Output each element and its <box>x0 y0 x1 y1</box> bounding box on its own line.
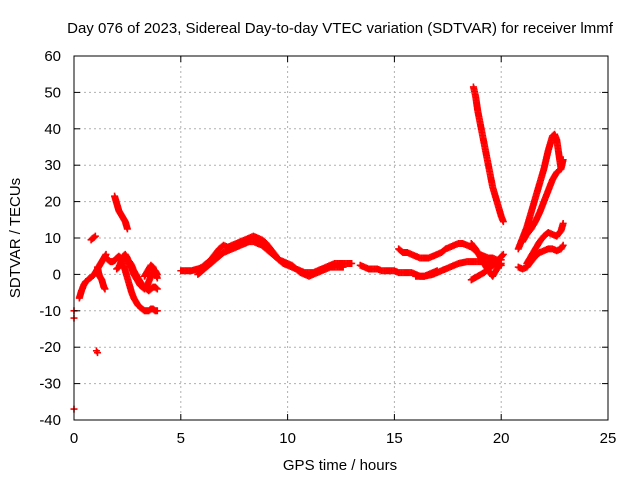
data-point <box>499 218 507 226</box>
y-tick-label: 30 <box>44 157 61 174</box>
x-tick-label: 10 <box>279 430 296 447</box>
series-wave-d <box>140 261 161 282</box>
data-point <box>93 349 101 357</box>
chart-title: Day 076 of 2023, Sidereal Day-to-day VTE… <box>67 20 614 37</box>
series-early-rise-b <box>87 232 99 244</box>
series-rising-21 <box>467 250 507 284</box>
data-point <box>498 251 506 259</box>
y-tick-label: 40 <box>44 121 61 138</box>
y-tick-label: -30 <box>39 376 61 393</box>
series-arc-22-d <box>514 241 567 273</box>
y-tick-label: 50 <box>44 84 61 101</box>
data-point <box>499 250 507 258</box>
x-tick-label: 20 <box>493 430 510 447</box>
y-tick-label: 20 <box>44 194 61 211</box>
x-tick-label: 5 <box>177 430 185 447</box>
series-wave-c <box>123 256 161 295</box>
series-early-drop <box>93 263 109 293</box>
data-point <box>348 259 356 267</box>
data-point <box>559 156 567 164</box>
y-tick-label: -40 <box>39 412 61 429</box>
data-point <box>559 219 567 227</box>
series-arc-22-b <box>519 165 565 246</box>
y-tick-label: -10 <box>39 303 61 320</box>
data-point <box>153 307 161 315</box>
y-tick-label: 0 <box>53 266 61 283</box>
x-tick-label: 15 <box>386 430 403 447</box>
data-point <box>556 166 564 174</box>
data-point <box>559 241 567 249</box>
grid-lines <box>74 56 608 420</box>
data-points <box>70 83 567 413</box>
y-tick-label: 10 <box>44 230 61 247</box>
y-axis-label: SDTVAR / TECUs <box>7 178 24 298</box>
series-main-arc-lower <box>194 238 347 280</box>
x-tick-label: 0 <box>70 430 78 447</box>
x-axis-label: GPS time / hours <box>283 457 397 474</box>
data-point <box>153 274 161 282</box>
data-point <box>153 285 161 293</box>
y-tick-label: -20 <box>39 339 61 356</box>
data-point <box>90 233 98 241</box>
data-point <box>152 284 160 292</box>
data-point <box>91 232 99 240</box>
data-point <box>101 285 109 293</box>
axis-ticks: 0 5 10 15 20 25 -40 -30 -20 -10 0 10 20 30 40 50 60 <box>39 48 616 447</box>
x-tick-label: 25 <box>600 430 617 447</box>
series-peak-19 <box>469 83 507 226</box>
data-point <box>339 263 347 271</box>
series-early-isolated <box>70 307 101 413</box>
data-point <box>557 165 565 173</box>
y-tick-label: 60 <box>44 48 61 65</box>
series-arc-2h <box>111 192 131 233</box>
data-point <box>123 225 131 233</box>
